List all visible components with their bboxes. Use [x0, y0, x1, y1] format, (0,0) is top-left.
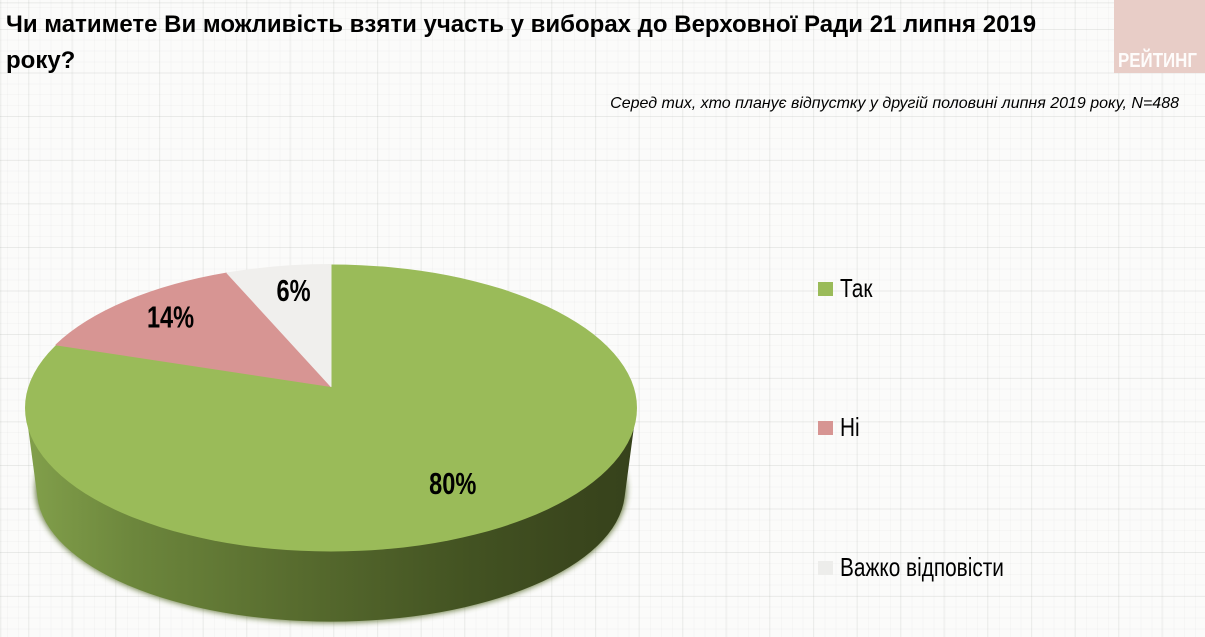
svg-text:6%: 6% [276, 273, 310, 308]
svg-text:80%: 80% [429, 466, 476, 501]
svg-text:14%: 14% [147, 299, 194, 334]
